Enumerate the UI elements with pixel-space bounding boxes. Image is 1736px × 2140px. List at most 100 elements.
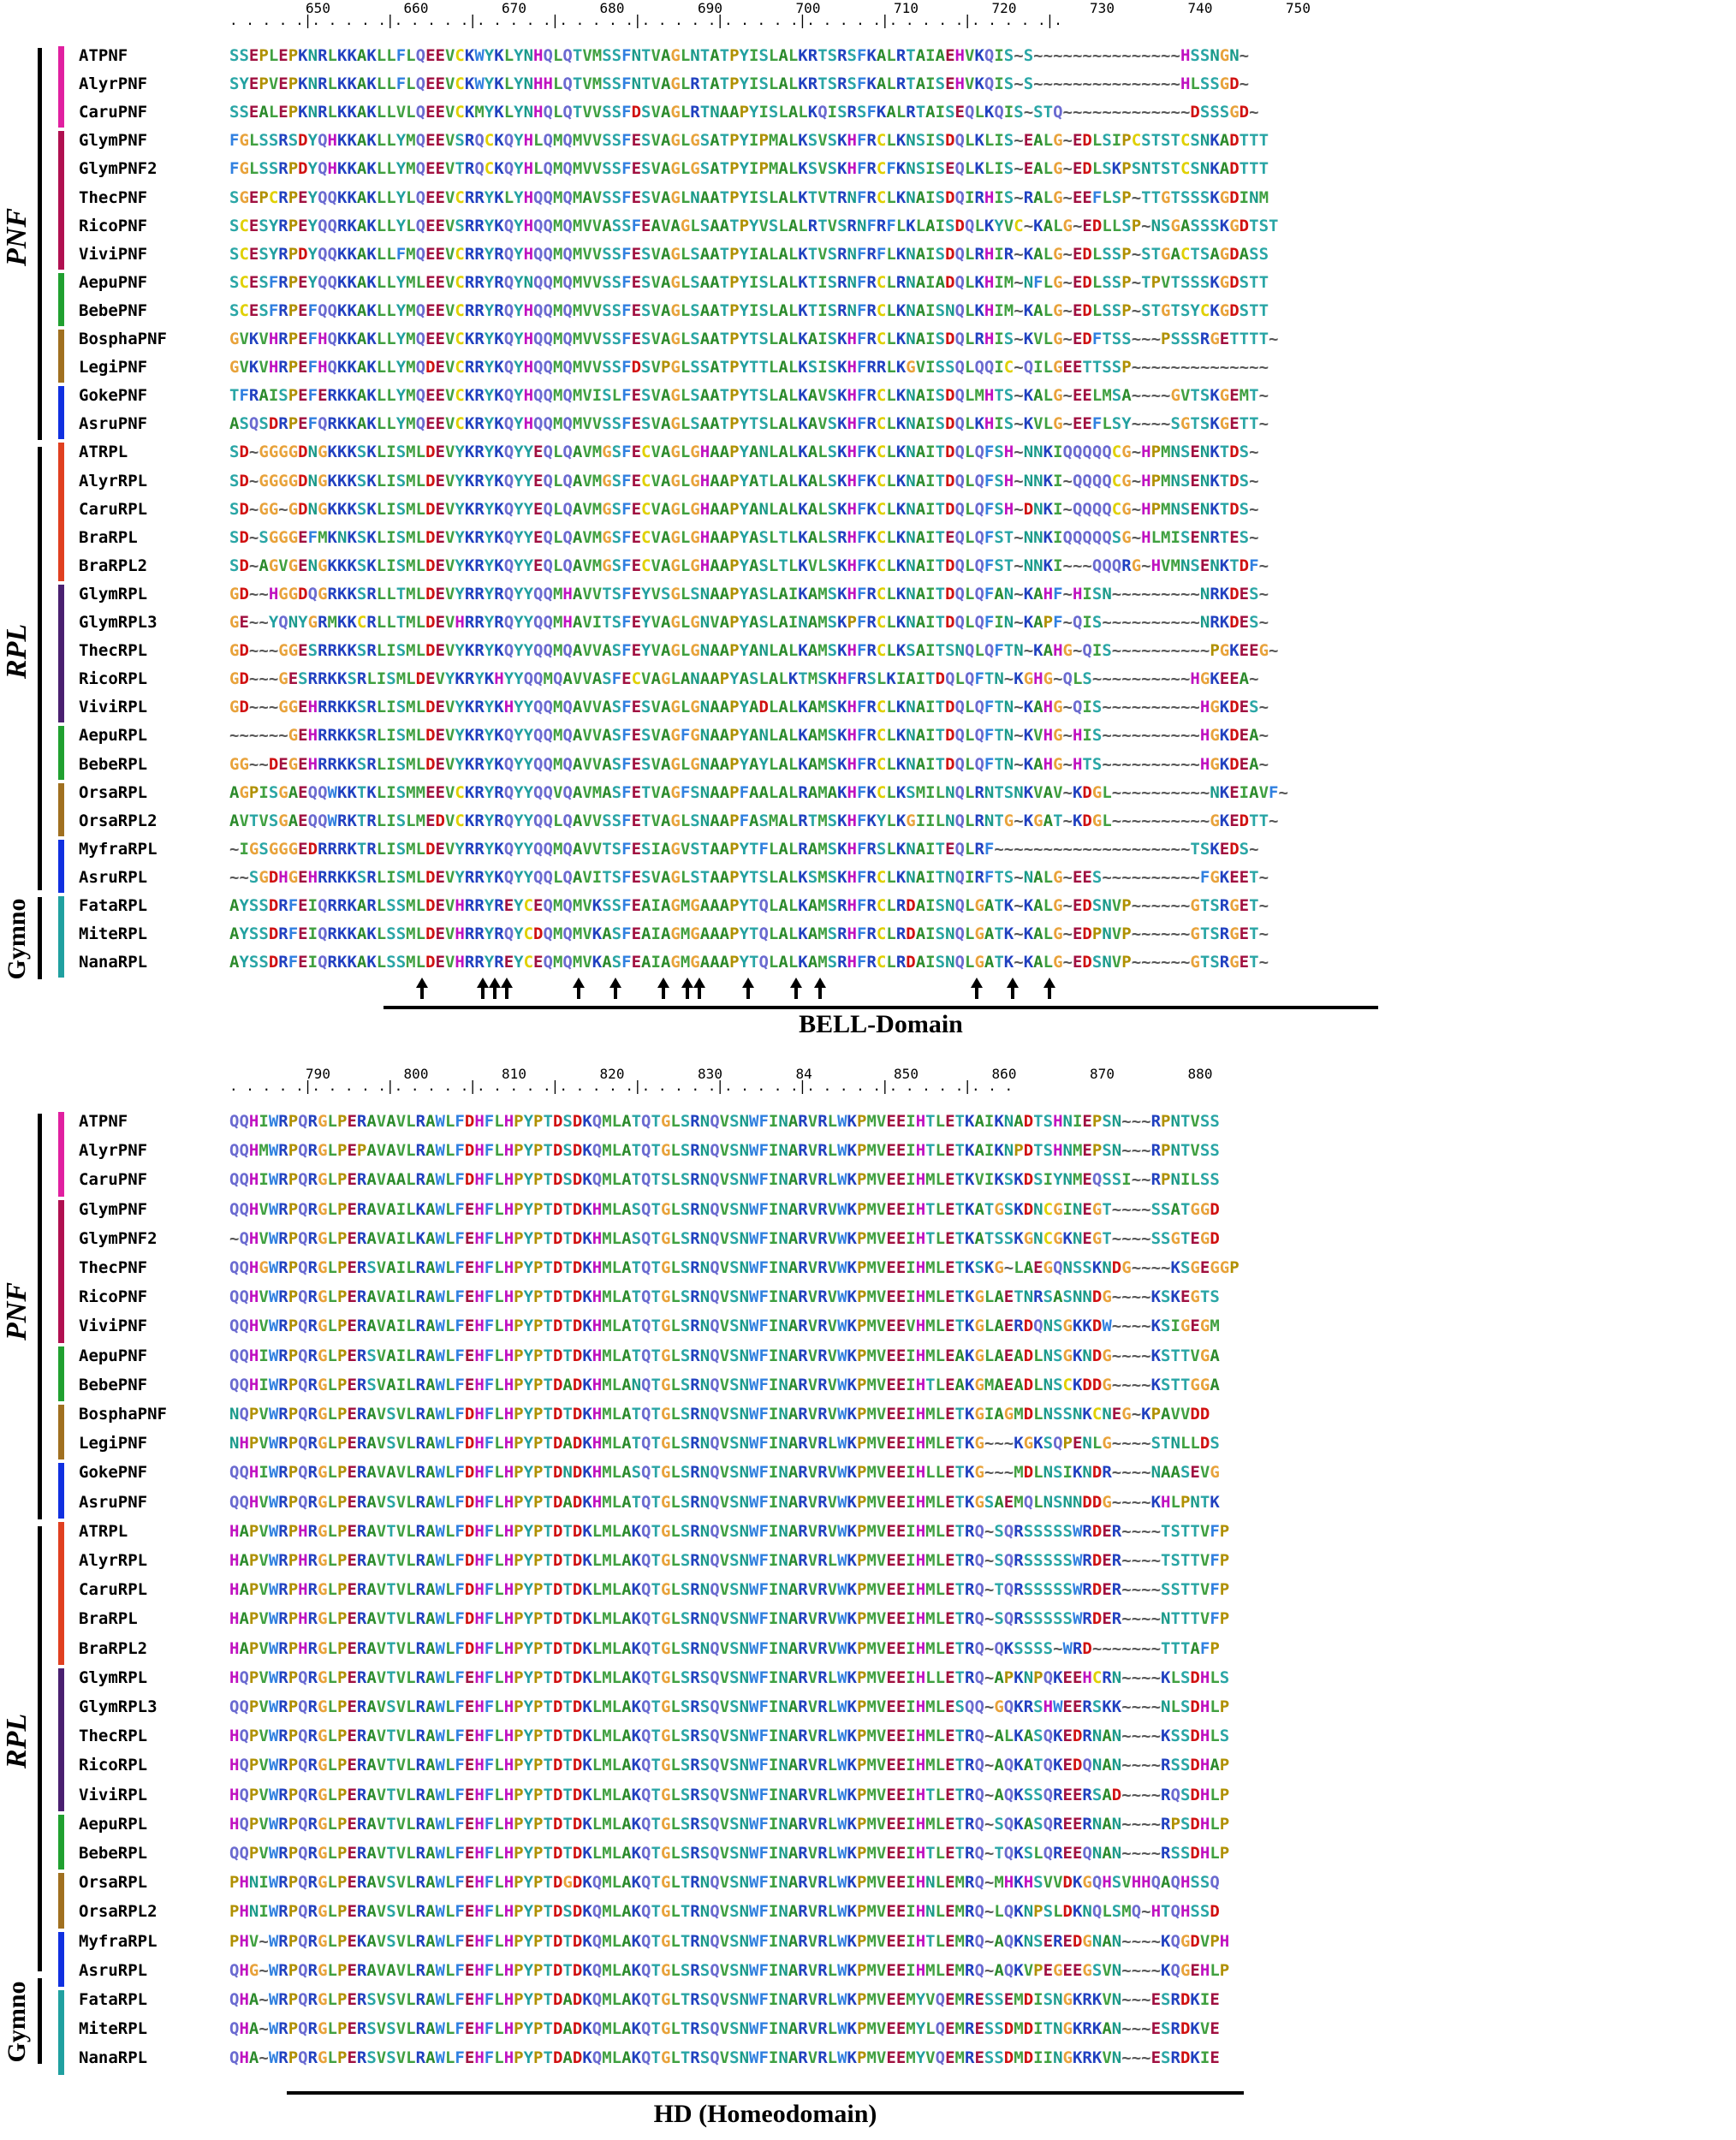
sequence-residues: SD~GGGGDNGKKKSKLISMLDEVYKRYKQYYEQLQAVMGS… xyxy=(229,471,1259,490)
sequence-residues: QQHGWRPQRGLPERSVAILRAWLFEHFLHPYPTDTDKHML… xyxy=(229,1258,1240,1277)
sequence-name: GlymRPL xyxy=(79,1667,148,1687)
sequence-name: ViviPNF xyxy=(79,1317,148,1336)
sequence-name: AepuPNF xyxy=(79,1346,148,1365)
ruler-number: 720 xyxy=(991,0,1017,16)
sequence-residues: HQPVWRPQRGLPERAVTVLRAWLFEHFLHPYPTDTDKLML… xyxy=(229,1727,1230,1746)
sequence-residues: FGLSSRSDYQHKKAKLLYMQEEVSRQCKQYHLQMQMVVSS… xyxy=(229,131,1269,151)
sequence-name: NanaRPL xyxy=(79,953,148,972)
gymno-bracket xyxy=(38,1978,42,2064)
conserved-residue-arrow xyxy=(1007,978,1020,999)
sequence-residues: QQHIWRPQRGLPERSVAILRAWLFEHFLHPYPTDTDKHML… xyxy=(229,1346,1220,1365)
ruler-number: 690 xyxy=(698,0,722,16)
ruler-number: 870 xyxy=(1090,1066,1115,1082)
ruler-number: 680 xyxy=(599,0,625,16)
sequence-name: ATPNF xyxy=(79,1112,128,1131)
gymno-bracket xyxy=(38,897,42,979)
sequence-name: LegiPNF xyxy=(79,358,148,377)
sequence-residues: QQHIWRPQRGLPERAVAALRAWLFDHFLHPYPTDSDKQML… xyxy=(229,1170,1220,1190)
sequence-name: GokePNF xyxy=(79,1463,148,1483)
sequence-residues: SGEPCRPEYQQKKAKLLYLQEEVCRRYKLYHQQMQMAVSS… xyxy=(229,187,1269,207)
sequence-residues: HAPVWRPHRGLPERAVTVLRAWLFDHFLHPYPTDTDKLML… xyxy=(229,1609,1230,1629)
group-color-bar xyxy=(58,782,64,836)
ruler-ticks: . . . . .|. . . . .|. . . . .|. . . . .|… xyxy=(229,1078,1021,1094)
sequence-name: ThecPNF xyxy=(79,187,148,207)
sequence-name: ViviRPL xyxy=(79,1785,148,1804)
sequence-name: GlymRPL3 xyxy=(79,613,158,632)
conserved-residue-arrow xyxy=(609,978,621,999)
sequence-residues: ASQSDRPEFQRKKAKLLYMQEEVCKRYKQYHQQMQMVVSS… xyxy=(229,414,1269,434)
sequence-name: MiteRPL xyxy=(79,2019,148,2039)
sequence-name: NanaRPL xyxy=(79,2048,148,2068)
alignment-panel-bell: . . . . .|. . . . .|. . . . .|. . . . .|… xyxy=(0,0,1736,1038)
sequence-name: GlymPNF2 xyxy=(79,1228,158,1248)
conserved-residue-arrow xyxy=(476,978,489,999)
sequence-name: ATRPL xyxy=(79,1521,128,1541)
ruler-number: 730 xyxy=(1090,0,1115,16)
sequence-residues: HAPVWRPHRGLPERAVTVLRAWLFDHFLHPYPTDTDKLML… xyxy=(229,1521,1230,1541)
sequence-name: AlyrRPL xyxy=(79,471,148,490)
sequence-residues: PHNIWRPQRGLPERAVSVLRAWLFEHFLHPYPTDSDKQML… xyxy=(229,1902,1220,1922)
ruler-number: 670 xyxy=(502,0,526,16)
sequence-name: AsruPNF xyxy=(79,414,148,434)
ruler-number: 710 xyxy=(894,0,919,16)
sequence-residues: QHA~WRPQRGLPERSVSVLRAWLFEHFLHPYPTDADKQML… xyxy=(229,2019,1220,2039)
sequence-name: GlymPNF2 xyxy=(79,159,158,179)
ruler-number: 700 xyxy=(795,0,821,16)
pnf-bracket xyxy=(38,1114,42,1519)
conserved-residue-arrow xyxy=(971,978,984,999)
sequence-name: BraRPL xyxy=(79,527,138,547)
conserved-residue-arrow xyxy=(657,978,669,999)
group-color-bar xyxy=(58,1405,64,1460)
sequence-residues: SD~GG~GDNGKKKSKLISMLDEVYKRYKQYYEQLQAVMGS… xyxy=(229,499,1259,519)
ruler-number: 740 xyxy=(1187,0,1213,16)
sequence-residues: AYSSDRFEIQRKKAKLSSMLDEVHRRYREYCEQMQMVKAS… xyxy=(229,953,1269,972)
sequence-residues: QQHIWRPQRGLPERAVAVLRAWLFDHFLHPYPTDNDKHML… xyxy=(229,1463,1220,1483)
sequence-name: ViviRPL xyxy=(79,698,148,717)
sequence-residues: GG~~DEGEHRRKKSRLISMLDEVYKRYKQYYQQMQAVVAS… xyxy=(229,754,1269,774)
sequence-residues: QHA~WRPQRGLPERSVSVLRAWLFEHFLHPYPTDADKQML… xyxy=(229,1990,1220,2009)
sequence-residues: QQHVWRPQRGLPERAVAILRAWLFEHFLHPYPTDTDKHML… xyxy=(229,1317,1220,1336)
sequence-name: CaruPNF xyxy=(79,103,148,122)
sequence-residues: GD~~~GGESRRKKSRLISMLDEVYKRYKQYYQQMQAVVAS… xyxy=(229,641,1279,661)
sequence-residues: GVKVHRPEFHQKKAKLLYMQDEVCRRYKQYHQQMQMVVSS… xyxy=(229,358,1269,377)
ruler-number: 820 xyxy=(599,1066,625,1082)
group-color-bar xyxy=(58,443,64,581)
sequence-residues: HQPVWRPQRGLPERAVTVLRAWLFEHFLHPYPTDTDKLML… xyxy=(229,1667,1230,1687)
sequence-name: AlyrRPL xyxy=(79,1551,148,1570)
sequence-name: CaruRPL xyxy=(79,1580,148,1600)
sequence-residues: GD~~~GESRRKKSRLISMLDEVYKRYKHYYQQMQAVVASF… xyxy=(229,669,1259,689)
ruler-number: 650 xyxy=(306,0,330,16)
sequence-name: CaruRPL xyxy=(79,499,148,519)
sequence-residues: QQHVWRPQRGLPERAVAILKAWLFEHFLHPYPTDTDKHML… xyxy=(229,1199,1220,1219)
sequence-name: AepuRPL xyxy=(79,726,148,746)
ruler-number: 880 xyxy=(1187,1066,1213,1082)
sequence-residues: SD~GGGGDNGKKKSKLISMLDEVYKRYKQYYEQLQAVMGS… xyxy=(229,443,1259,462)
sequence-residues: SYEPVEPKNRLKKAKLLFLQEEVCKWYKLYNHHLQTVMSS… xyxy=(229,74,1250,94)
sequence-residues: NHPVWRPQRGLPERAVSVLRAWLFDHFLHPYPTDADKHML… xyxy=(229,1434,1220,1453)
sequence-name: FataRPL xyxy=(79,1990,148,2009)
sequence-residues: QQHIWRPQRGLPERSVAILRAWLFEHFLHPYPTDADKHML… xyxy=(229,1375,1220,1394)
sequence-name: ATPNF xyxy=(79,46,128,65)
sequence-name: ViviPNF xyxy=(79,244,148,264)
sequence-residues: HQPVWRPQRGLPERAVTVLRAWLFEHFLHPYPTDTDKLML… xyxy=(229,1785,1230,1804)
sequence-name: AsruRPL xyxy=(79,1960,148,1980)
sequence-residues: QHG~WRPQRGLPERAVAVLRAWLFEHFLHPYPTDTDKQML… xyxy=(229,1960,1230,1980)
ruler-number: 850 xyxy=(894,1066,919,1082)
ruler-ticks: . . . . .|. . . . .|. . . . .|. . . . .|… xyxy=(229,12,1062,28)
hd-domain-label: HD (Homeodomain) xyxy=(653,2100,877,2128)
hd-domain-line xyxy=(287,2091,1244,2095)
sequence-name: BraRPL2 xyxy=(79,1638,148,1658)
conserved-residue-arrow xyxy=(814,978,826,999)
sequence-residues: GE~~YQNYGRMKKCRLLTMLDEVHRRYRQYYQQMHAVITS… xyxy=(229,613,1269,632)
sequence-residues: ~QHVWRPQRGLPERAVAILKAWLFEHFLHPYPTDTDKHML… xyxy=(229,1228,1220,1248)
sequence-name: GlymPNF xyxy=(79,131,148,151)
group-color-bar xyxy=(58,726,64,780)
sequence-residues: GVKVHRPEFHQKKAKLLYMQEEVCKRYKQYHQQMQMVVSS… xyxy=(229,330,1279,348)
sequence-residues: PHNIWRPQRGLPERAVSVLRAWLFEHFLHPYPTDGDKQML… xyxy=(229,1873,1220,1893)
conserved-residue-arrow xyxy=(789,978,802,999)
group-color-bar xyxy=(58,839,64,893)
sequence-residues: GD~~HGGDQGRKKSRLLTMLDEVYRRYRQYYQQMHAVVTS… xyxy=(229,584,1269,603)
sequence-residues: HAPVWRPHRGLPERAVTVLRAWLFDHFLHPYPTDTDKLML… xyxy=(229,1551,1230,1570)
group-color-bar xyxy=(58,1463,64,1519)
ruler-number: 750 xyxy=(1286,0,1311,16)
